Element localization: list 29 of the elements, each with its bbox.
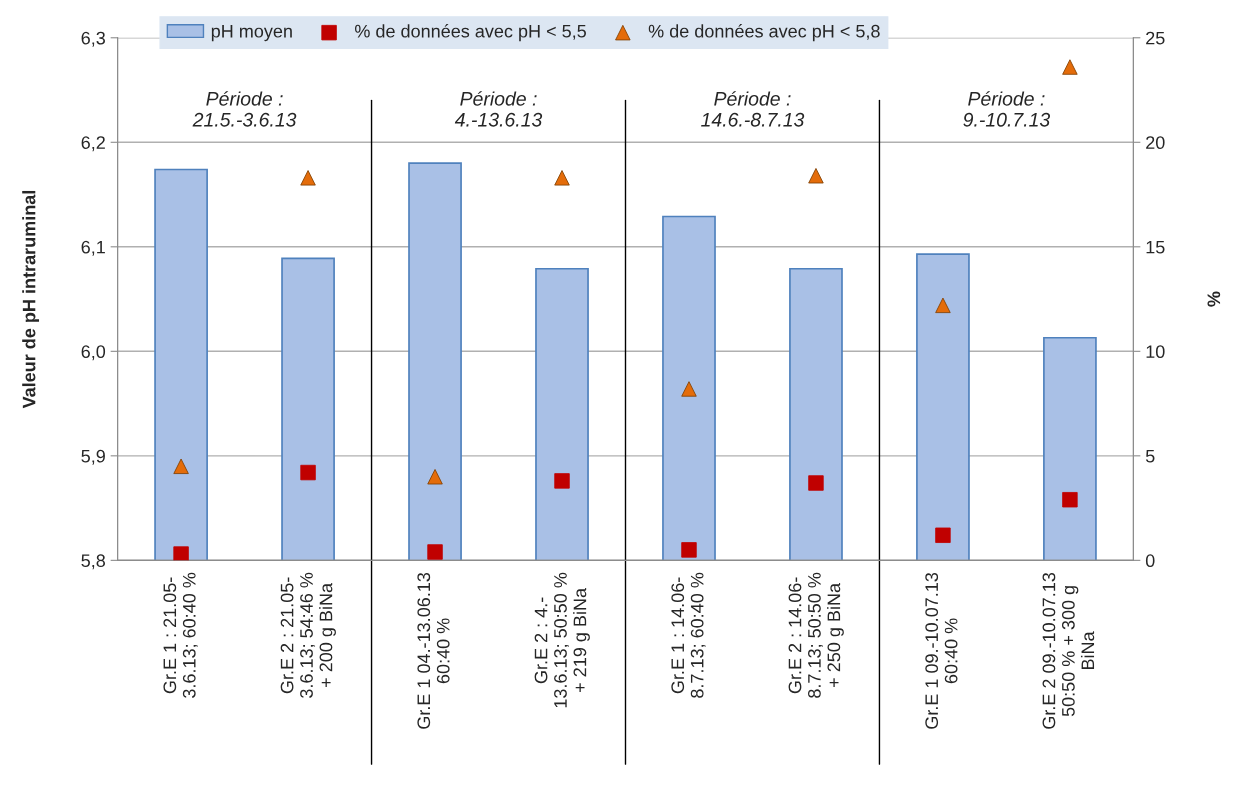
legend-label: % de données avec pH < 5,5: [355, 24, 586, 42]
annotation: Période : 21.5.-3.6.13: [192, 91, 297, 127]
x-tick-label: Gr.E 2 : 4.- 13.6.13; 50:50 % + 219 g BiNa: [534, 572, 590, 708]
y-tick-label: 5,8: [81, 554, 106, 570]
annotation: Période : 4.-13.6.13: [454, 91, 543, 127]
y-axis-title: Valeur de pH intraruminal: [22, 190, 40, 409]
annotation: Période : 14.6.-8.7.13: [701, 91, 805, 127]
y-tick-label: 6,2: [81, 136, 105, 152]
x-tick-label: Gr.E 2 : 14.06- 8.7.13; 50:50 % + 250 g BiNa: [788, 572, 844, 698]
legend-label: pH moyen: [211, 24, 292, 42]
y-tick-label: 6,1: [81, 240, 105, 256]
y2-tick-label: 15: [1146, 240, 1165, 254]
y-tick-label: 6,0: [81, 345, 106, 361]
y2-tick-label: 0: [1145, 554, 1155, 568]
y2-tick-label: 5: [1145, 449, 1155, 463]
x-tick-label: Gr.E 2 : 21.05- 3.6.13; 54:46 % + 200 g BiNa: [280, 572, 336, 698]
y2-tick-label: 25: [1146, 31, 1165, 45]
x-tick-label: Gr.E 1 04.-13.06.13 60:40 %: [417, 572, 450, 729]
y-tick-label: 5,9: [81, 449, 105, 465]
annotation: Période : 9.-10.7.13: [963, 91, 1051, 127]
y2-tick-label: 20: [1146, 136, 1165, 150]
y2-axis-title: %: [1207, 291, 1221, 307]
x-tick-label: Gr.E 1 09.-10.07.13 60:40 %: [925, 572, 958, 729]
legend-label: % de données avec pH < 5,8: [648, 24, 880, 42]
y-tick-label: 6,3: [81, 31, 105, 47]
x-tick-label: Gr.E 1 : 14.06- 8.7.13; 60:40 %: [671, 572, 706, 698]
y2-tick-label: 10: [1146, 345, 1165, 359]
x-tick-label: Gr.E 2 09.-10.07.13 50:50 % + 300 g BiNa: [1042, 572, 1095, 729]
x-tick-label: Gr.E 1 : 21.05- 3.6.13; 60:40 %: [163, 572, 198, 698]
